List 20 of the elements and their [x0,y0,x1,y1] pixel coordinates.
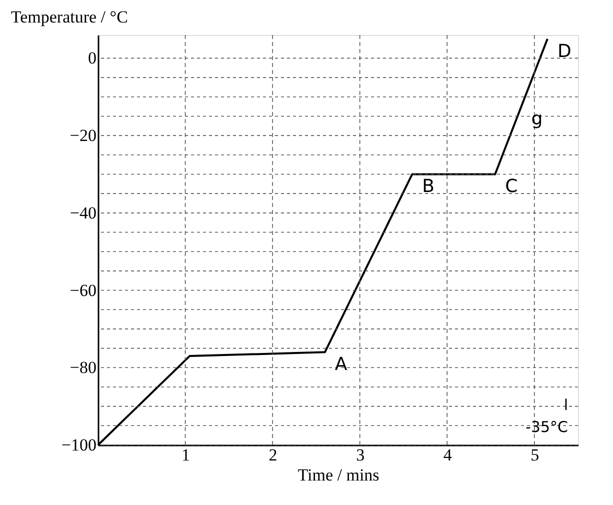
y-tick-label: −40 [70,203,96,222]
y-tick-label: 0 [88,48,96,68]
annotation: D [557,40,572,62]
y-tick-label: −100 [61,436,96,454]
x-tick-label: 5 [530,446,540,464]
annotation: -35°C [526,418,568,436]
y-axis-title: Temperature / °C [10,8,128,27]
annotation: g [531,108,543,130]
x-tick-label: 2 [268,446,278,464]
y-tick-label: −80 [70,358,96,378]
annotation: A [334,354,348,376]
y-tick-label: −20 [70,126,96,146]
x-tick-label: 3 [356,446,365,464]
annotation: B [422,176,435,198]
y-tick-label: −60 [70,280,96,300]
annotation: l [564,396,568,414]
x-tick-label: 4 [443,446,452,464]
x-tick-label: 1 [182,446,190,464]
x-axis-title: Time / mins [298,466,380,484]
annotation: C [505,176,518,198]
